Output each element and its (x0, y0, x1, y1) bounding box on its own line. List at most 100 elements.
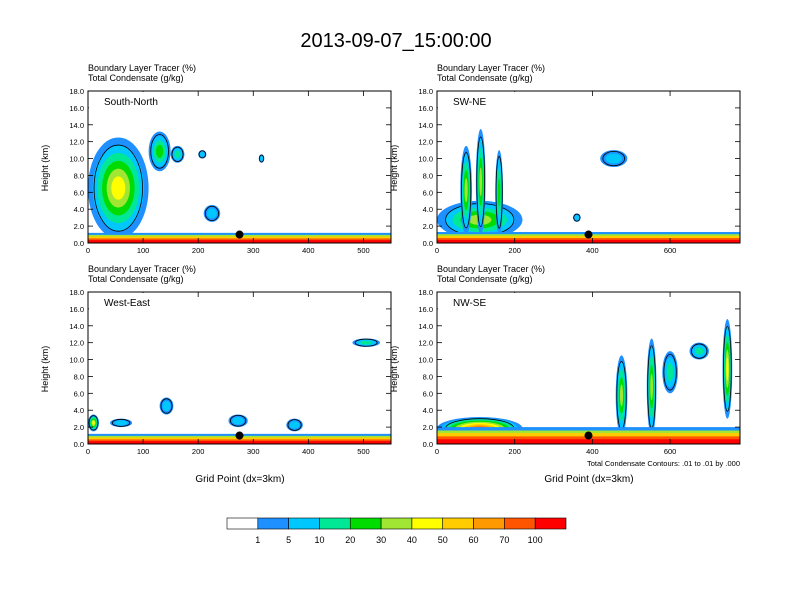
location-marker (584, 230, 593, 239)
colorbar-swatch (226, 517, 259, 530)
y-tick-label: 12.0 (69, 339, 84, 348)
condensate-contour (93, 144, 143, 232)
panel-var-line1: Boundary Layer Tracer (%) (437, 63, 545, 73)
y-axis-label: Height (km) (389, 145, 399, 192)
colorbar-swatch (288, 517, 320, 530)
tracer-feature (289, 421, 300, 429)
tracer-feature (360, 340, 373, 345)
colorbar: 1 5 10 20 30 40 50 60 70 100 (226, 517, 567, 545)
y-tick-label: 0.0 (74, 440, 84, 449)
condensate-contour (204, 205, 219, 222)
y-tick-label: 4.0 (423, 406, 433, 415)
panel-var-line1: Boundary Layer Tracer (%) (437, 264, 545, 274)
y-tick-label: 6.0 (74, 389, 84, 398)
y-tick-label: 2.0 (74, 222, 84, 231)
x-tick-label: 600 (664, 246, 677, 255)
tracer-feature (232, 416, 244, 425)
y-tick-label: 2.0 (423, 423, 433, 432)
colorbar-label: 40 (407, 535, 417, 545)
condensate-contour (171, 146, 184, 162)
x-tick-label: 100 (137, 447, 150, 456)
tracer-feature (605, 153, 622, 164)
y-tick-label: 4.0 (74, 205, 84, 214)
x-tick-label: 200 (192, 447, 205, 456)
panel-var-line2: Total Condensate (g/kg) (437, 274, 533, 284)
condensate-contour (495, 156, 503, 229)
colorbar-label: 5 (286, 535, 291, 545)
colorbar-label: 30 (376, 535, 386, 545)
y-tick-label: 14.0 (418, 322, 433, 331)
condensate-contour (198, 150, 207, 159)
x-tick-label: 200 (508, 246, 521, 255)
y-tick-label: 6.0 (423, 389, 433, 398)
colorbar-swatch (473, 517, 505, 530)
plot-frame (87, 291, 392, 445)
panel-nw-se: Boundary Layer Tracer (%) Total Condensa… (389, 264, 741, 485)
condensate-contour (476, 136, 485, 228)
panel-sw-ne: Boundary Layer Tracer (%) Total Condensa… (389, 63, 741, 255)
y-tick-label: 4.0 (74, 406, 84, 415)
panel-label: SW-NE (453, 97, 486, 108)
tracer-feature (497, 178, 501, 207)
tracer-feature (574, 215, 580, 221)
condensate-contour (88, 415, 99, 431)
y-tick-label: 2.0 (74, 423, 84, 432)
x-tick-label: 600 (664, 447, 677, 456)
x-tick-label: 0 (435, 246, 439, 255)
x-tick-label: 400 (302, 246, 315, 255)
y-tick-label: 10.0 (69, 155, 84, 164)
y-tick-label: 10.0 (69, 356, 84, 365)
y-axis-label: Height (km) (40, 145, 50, 192)
colorbar-swatch (257, 517, 289, 530)
tracer-feature (155, 144, 164, 158)
colorbar-label: 1 (255, 535, 260, 545)
condensate-contour (287, 419, 302, 431)
condensate-contour (602, 150, 626, 167)
colorbar-label: 20 (345, 535, 355, 545)
y-tick-label: 18.0 (69, 87, 84, 96)
y-tick-label: 2.0 (423, 222, 433, 231)
tracer-feature (666, 363, 674, 382)
panel-var-line2: Total Condensate (g/kg) (437, 73, 533, 83)
boundary-layer-band (437, 239, 740, 243)
colorbar-swatch (319, 517, 351, 530)
boundary-layer-band (88, 240, 391, 243)
panel-label-bg (89, 92, 167, 110)
tracer-feature (619, 384, 624, 407)
location-marker (235, 431, 244, 440)
y-tick-label: 8.0 (423, 372, 433, 381)
panel-label: South-North (104, 97, 158, 108)
plot-area (437, 319, 740, 444)
y-tick-label: 8.0 (74, 171, 84, 180)
y-tick-label: 6.0 (74, 188, 84, 197)
colorbar-label: 70 (499, 535, 509, 545)
plot-area (437, 129, 740, 243)
x-tick-label: 400 (302, 447, 315, 456)
colorbar-label: 60 (469, 535, 479, 545)
panel-label-bg (89, 293, 167, 311)
x-tick-label: 500 (357, 246, 370, 255)
colorbar-swatch (349, 517, 382, 530)
tracer-feature (695, 347, 704, 355)
tracer-feature (259, 156, 264, 162)
tracer-feature (726, 357, 729, 381)
y-tick-label: 14.0 (69, 121, 84, 130)
tracer-feature (92, 420, 95, 425)
tracer-feature (114, 420, 128, 426)
boundary-layer-band (437, 439, 740, 444)
plot-frame (436, 291, 741, 445)
tracer-feature (162, 400, 171, 412)
condensate-contour (461, 152, 472, 229)
x-tick-label: 400 (586, 447, 599, 456)
x-tick-label: 200 (508, 447, 521, 456)
plot-frame (87, 90, 392, 244)
y-tick-label: 16.0 (69, 305, 84, 314)
x-tick-label: 0 (86, 447, 90, 456)
location-marker (235, 230, 244, 239)
x-axis-label: Grid Point (dx=3km) (544, 474, 633, 485)
condensate-contour (111, 418, 131, 427)
condensate-contour (573, 213, 581, 222)
y-tick-label: 10.0 (418, 155, 433, 164)
y-axis-label: Height (km) (389, 346, 399, 393)
